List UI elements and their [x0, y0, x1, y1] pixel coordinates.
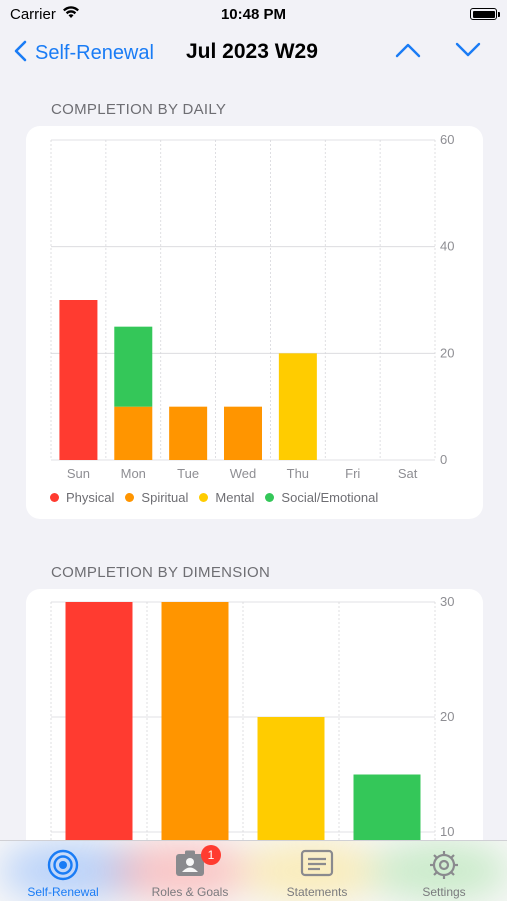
tab-label: Roles & Goals	[151, 885, 229, 899]
battery-icon	[470, 8, 497, 20]
x-tick-label: Thu	[287, 466, 309, 481]
y-tick-label: 10	[440, 824, 454, 839]
back-button[interactable]: Self-Renewal	[14, 40, 154, 67]
target-icon	[47, 849, 79, 886]
status-bar: Carrier 10:48 PM	[0, 0, 507, 30]
statement-icon	[300, 849, 334, 882]
bar-social-emotional-mon	[114, 326, 153, 407]
next-week-button[interactable]	[455, 42, 481, 63]
dimension-section-title: COMPLETION BY DIMENSION	[51, 564, 271, 581]
wifi-icon	[62, 5, 80, 24]
bar-spiritual-wed	[224, 406, 262, 460]
tab-bar: Self-Renewal 1 Roles & Goals Statements	[0, 840, 507, 901]
tab-label: Self-Renewal	[27, 885, 99, 899]
tab-roles-goals[interactable]: 1 Roles & Goals	[127, 841, 253, 901]
x-tick-label: Mon	[121, 466, 146, 481]
navigation-bar: Self-Renewal Jul 2023 W29	[0, 32, 507, 76]
legend-item-physical: Physical	[50, 490, 114, 505]
x-tick-label: Fri	[345, 466, 360, 481]
legend-dot	[199, 493, 209, 502]
legend-label: Spiritual	[141, 490, 189, 505]
chevron-up-icon	[395, 43, 421, 58]
legend-dot	[125, 493, 135, 502]
gear-icon	[428, 849, 460, 886]
y-tick-label: 0	[440, 452, 447, 467]
chevron-left-icon	[14, 40, 27, 67]
y-tick-label: 30	[440, 594, 454, 609]
y-tick-label: 40	[440, 239, 454, 254]
y-tick-label: 20	[440, 709, 454, 724]
tab-self-renewal[interactable]: Self-Renewal	[0, 841, 126, 901]
legend-label: Physical	[66, 490, 115, 505]
previous-week-button[interactable]	[395, 42, 421, 63]
x-tick-label: Wed	[230, 466, 257, 481]
legend-dot	[265, 493, 275, 502]
contact-card-icon	[173, 849, 207, 884]
page-title: Jul 2023 W29	[186, 40, 318, 63]
tab-label: Statements	[286, 885, 348, 899]
tab-label: Settings	[422, 885, 466, 899]
battery-cap	[498, 12, 500, 17]
x-tick-label: Sat	[398, 466, 418, 481]
legend-dot	[50, 493, 59, 502]
clock: 10:48 PM	[220, 6, 287, 23]
bar-physical-sun	[59, 300, 98, 460]
chart-legend: Physical Spiritual Mental Social/Emotion…	[50, 490, 389, 505]
tab-statements[interactable]: Statements	[254, 841, 380, 901]
legend-label: Social/Emotional	[281, 490, 379, 505]
back-label: Self-Renewal	[35, 42, 154, 64]
legend-item-social: Social/Emotional	[265, 490, 378, 505]
bar-mental-thu	[278, 353, 317, 460]
legend-item-spiritual: Spiritual	[125, 490, 188, 505]
tab-settings[interactable]: Settings	[381, 841, 507, 901]
notification-badge: 1	[201, 845, 221, 865]
bar-spiritual-tue	[169, 406, 208, 460]
legend-item-mental: Mental	[199, 490, 254, 505]
y-tick-label: 20	[440, 345, 454, 360]
x-tick-label: Tue	[177, 466, 199, 481]
chevron-down-icon	[455, 42, 481, 57]
legend-label: Mental	[215, 490, 255, 505]
y-tick-label: 60	[440, 132, 454, 147]
x-tick-label: Sun	[67, 466, 90, 481]
daily-section-title: COMPLETION BY DAILY	[51, 101, 227, 118]
bar-spiritual-mon	[114, 406, 153, 460]
carrier-label: Carrier	[10, 6, 56, 23]
